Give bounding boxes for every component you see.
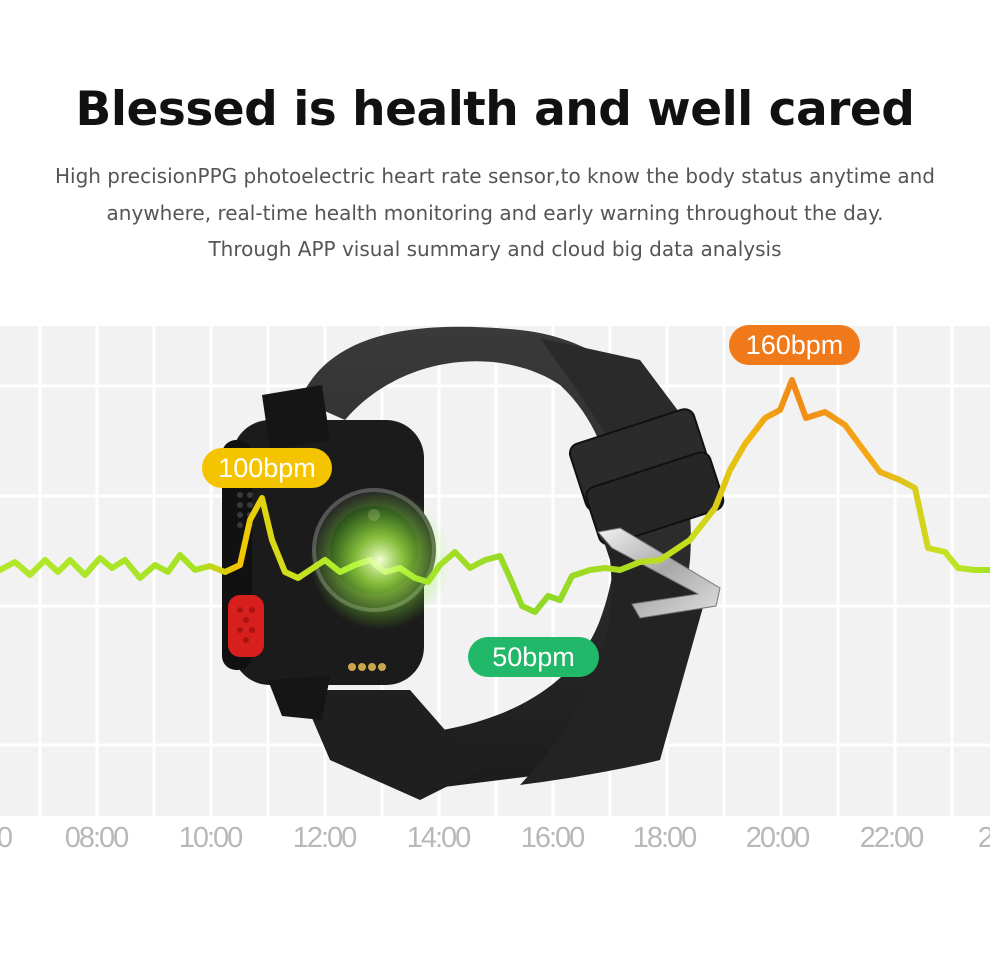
label-160bpm: 160bpm: [729, 325, 860, 365]
label-50bpm: 50bpm: [468, 637, 599, 677]
time-axis-label: 12:00: [292, 822, 358, 854]
time-axis-label: 22:00: [859, 822, 925, 854]
heart-rate-line: [0, 377, 990, 615]
time-axis-label: 0: [0, 822, 13, 854]
description-line-1: High precisionPPG photoelectric heart ra…: [54, 164, 936, 188]
time-axis-label: 14:00: [406, 822, 472, 854]
time-axis-label: 20:00: [745, 822, 811, 854]
label-100bpm: 100bpm: [202, 448, 332, 488]
time-axis-label: 18:00: [632, 822, 698, 854]
sensor-glow: [310, 490, 450, 630]
sos-button: [228, 595, 264, 657]
time-axis-label: 16:00: [520, 822, 586, 854]
description-line-2: anywhere, real-time health monitoring an…: [106, 201, 884, 225]
description-line-3: Through APP visual summary and cloud big…: [208, 237, 782, 261]
time-axis-label: 10:00: [178, 822, 244, 854]
time-axis-label: 2: [977, 822, 990, 854]
page-title: Blessed is health and well cared: [75, 82, 915, 137]
time-axis-label: 08:00: [64, 822, 130, 854]
watch-band-loop: [300, 326, 691, 790]
